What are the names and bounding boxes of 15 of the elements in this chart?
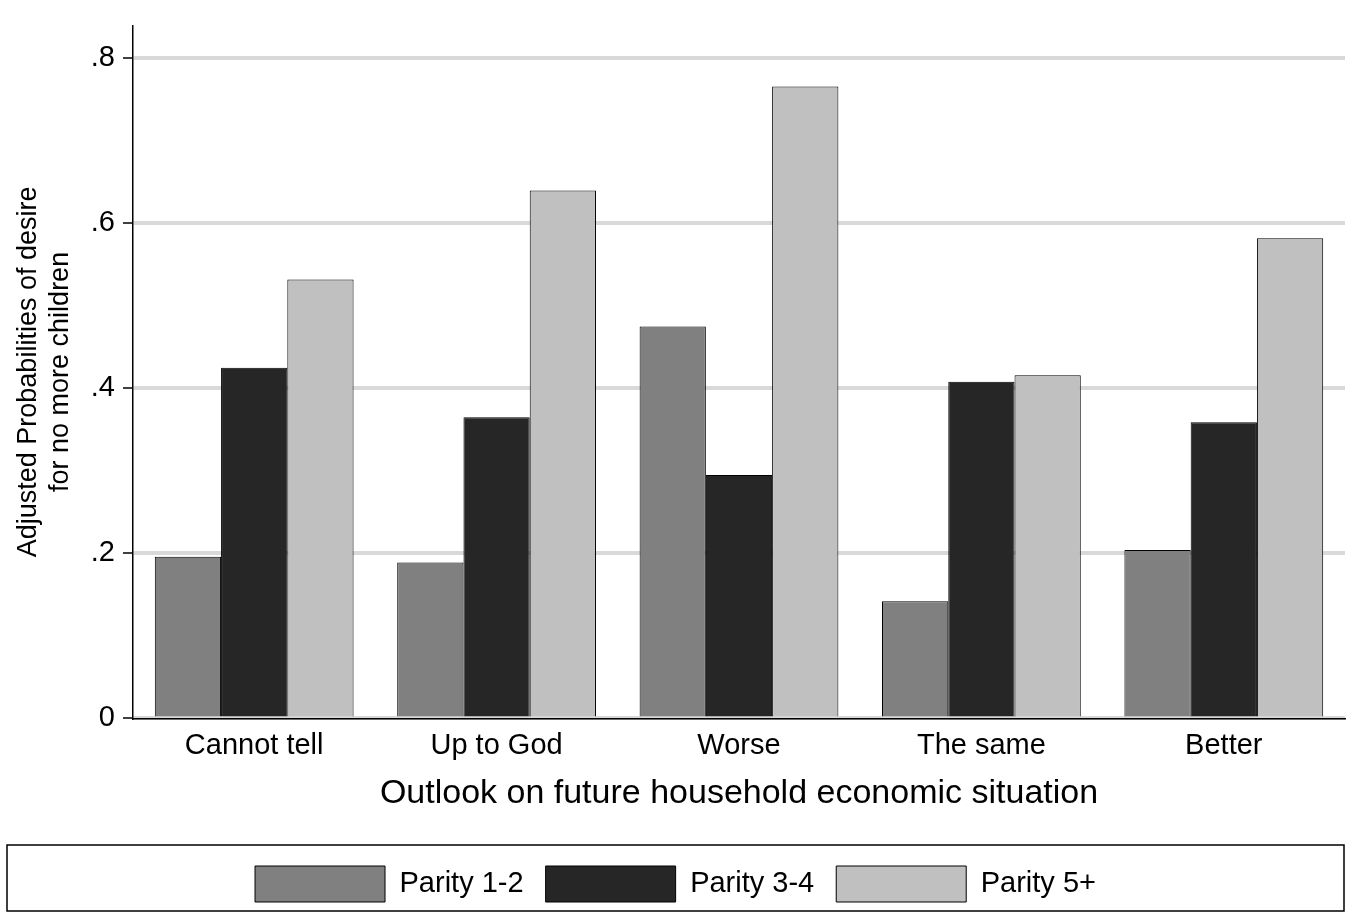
x-tick-label: Up to God <box>430 727 563 760</box>
legend-label: Parity 1-2 <box>399 866 524 898</box>
x-tick-label: Cannot tell <box>184 727 324 760</box>
legend-label: Parity 3-4 <box>690 866 815 898</box>
legend-label: Parity 5+ <box>980 866 1096 898</box>
y-tick-label: 0 <box>98 700 115 733</box>
y-tick-label: .4 <box>90 370 115 403</box>
y-tick-label: .8 <box>90 40 115 73</box>
x-tick-label: Worse <box>697 727 781 760</box>
y-tick-label: .6 <box>90 205 115 238</box>
y-axis-title: Adjusted Probabilities of desire for no more children <box>11 186 75 558</box>
x-tick-label: The same <box>916 727 1046 760</box>
y-tick-label: .2 <box>90 535 115 568</box>
x-tick-label: Better <box>1185 727 1263 760</box>
x-axis-title: Outlook on future household economic situation <box>379 771 1099 810</box>
